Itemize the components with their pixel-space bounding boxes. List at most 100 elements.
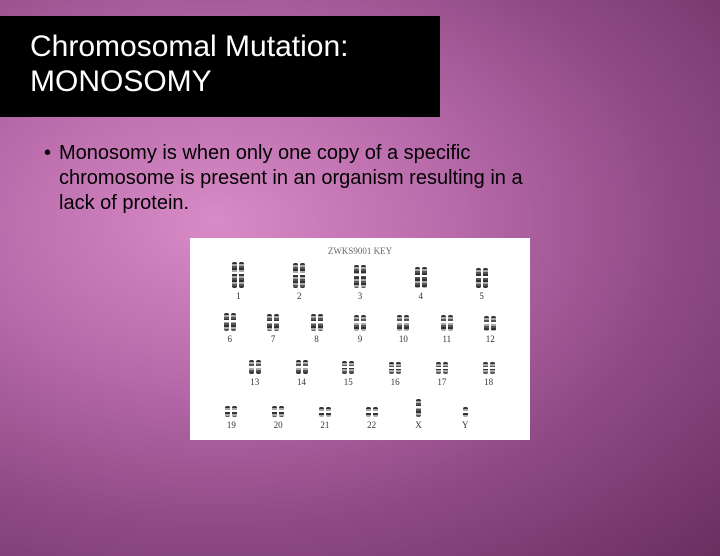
chrom-label: 7 [271, 334, 276, 344]
chrom-label: 18 [484, 377, 493, 387]
chromosome [326, 407, 331, 417]
chrom-row: 1 2 3 4 5 [208, 260, 512, 301]
chrom-label: 5 [479, 291, 484, 301]
chromosome [303, 360, 308, 374]
karyotype-figure: ZWKS9001 KEY 123456789101112131415161718… [190, 238, 530, 440]
karyotype-grid: 12345678910111213141516171819202122XY [208, 260, 512, 430]
chrom-cell: 13 [231, 346, 278, 387]
chrom-cell: 21 [302, 389, 349, 430]
chrom-pair [232, 260, 244, 288]
bullet-item: • Monosomy is when only one copy of a sp… [44, 141, 676, 216]
chrom-cell: 4 [390, 260, 451, 301]
chromosome [249, 360, 254, 374]
chromosome [373, 407, 378, 417]
chrom-label: 2 [297, 291, 302, 301]
chrom-label: 22 [367, 420, 376, 430]
chrom-cell: X [395, 389, 442, 430]
chrom-label: 15 [344, 377, 353, 387]
chromosome [354, 265, 359, 288]
chrom-label: 8 [314, 334, 319, 344]
chromosome [274, 314, 279, 331]
chromosome [415, 267, 420, 288]
chrom-label: 14 [297, 377, 306, 387]
chrom-pair [354, 260, 366, 288]
chromosome [311, 314, 316, 331]
bullet-marker: • [44, 141, 51, 166]
chrom-label: 6 [227, 334, 232, 344]
title-line-2: MONOSOMY [30, 65, 212, 98]
bullet-text: Monosomy is when only one copy of a spec… [59, 141, 539, 216]
chromosome [293, 263, 298, 288]
chrom-cell: 20 [255, 389, 302, 430]
chromosome [366, 407, 371, 417]
chrom-pair [476, 260, 488, 288]
chromosome [389, 362, 394, 374]
chrom-pair [389, 346, 401, 374]
chromosome [361, 265, 366, 288]
chromosome [361, 315, 366, 331]
chrom-pair [397, 303, 409, 331]
chrom-cell: 19 [208, 389, 255, 430]
chromosome [483, 268, 488, 288]
chrom-pair [296, 346, 308, 374]
chrom-cell: 22 [348, 389, 395, 430]
chromosome [272, 406, 277, 417]
chrom-label: 10 [399, 334, 408, 344]
chrom-pair [249, 346, 261, 374]
chrom-cell: 7 [251, 303, 294, 344]
chromosome [483, 362, 488, 374]
chrom-label: Y [462, 420, 469, 430]
title-bar: Chromosomal Mutation: MONOSOMY [0, 16, 440, 117]
chrom-label: 1 [236, 291, 241, 301]
chrom-cell: 18 [465, 346, 512, 387]
chromosome [396, 362, 401, 374]
chrom-pair [484, 303, 496, 331]
chromosome [267, 314, 272, 331]
chromosome [422, 267, 427, 288]
chrom-cell: 2 [269, 260, 330, 301]
chrom-pair [272, 389, 284, 417]
karyotype-header: ZWKS9001 KEY [208, 246, 512, 256]
chromosome [484, 316, 489, 331]
chrom-cell: 10 [382, 303, 425, 344]
chrom-pair [225, 389, 237, 417]
chrom-label: 3 [358, 291, 363, 301]
chrom-label: 19 [227, 420, 236, 430]
chromosome [416, 399, 421, 417]
chromosome [256, 360, 261, 374]
chrom-row: 19 2021 22 X Y [208, 389, 512, 430]
chrom-label: 4 [419, 291, 424, 301]
chrom-cell: 17 [418, 346, 465, 387]
chrom-pair [366, 389, 378, 417]
slide-title: Chromosomal Mutation: MONOSOMY [30, 30, 410, 99]
content-area: • Monosomy is when only one copy of a sp… [0, 117, 720, 440]
chromosome [318, 314, 323, 331]
chromosome [231, 313, 236, 331]
chrom-cell: 5 [451, 260, 512, 301]
chrom-cell: 6 [208, 303, 251, 344]
chromosome [232, 406, 237, 417]
chrom-label: 13 [250, 377, 259, 387]
chromosome [225, 406, 230, 417]
chrom-pair [436, 346, 448, 374]
chromosome [463, 407, 468, 417]
chrom-label: 16 [391, 377, 400, 387]
chromosome [349, 361, 354, 374]
chrom-label: 17 [437, 377, 446, 387]
chromosome [476, 268, 481, 288]
chrom-label: 11 [442, 334, 451, 344]
chrom-cell: 12 [469, 303, 512, 344]
chrom-pair [483, 346, 495, 374]
chromosome [279, 406, 284, 417]
chrom-label: 9 [358, 334, 363, 344]
chrom-cell: 3 [330, 260, 391, 301]
chromosome [300, 263, 305, 288]
chrom-pair [415, 260, 427, 288]
chromosome [443, 362, 448, 374]
chrom-cell: 11 [425, 303, 468, 344]
chromosome [448, 315, 453, 331]
chrom-cell: 9 [338, 303, 381, 344]
chromosome [436, 362, 441, 374]
chrom-row: 13 14 15 16 17 18 [208, 346, 512, 387]
chrom-pair [416, 389, 421, 417]
